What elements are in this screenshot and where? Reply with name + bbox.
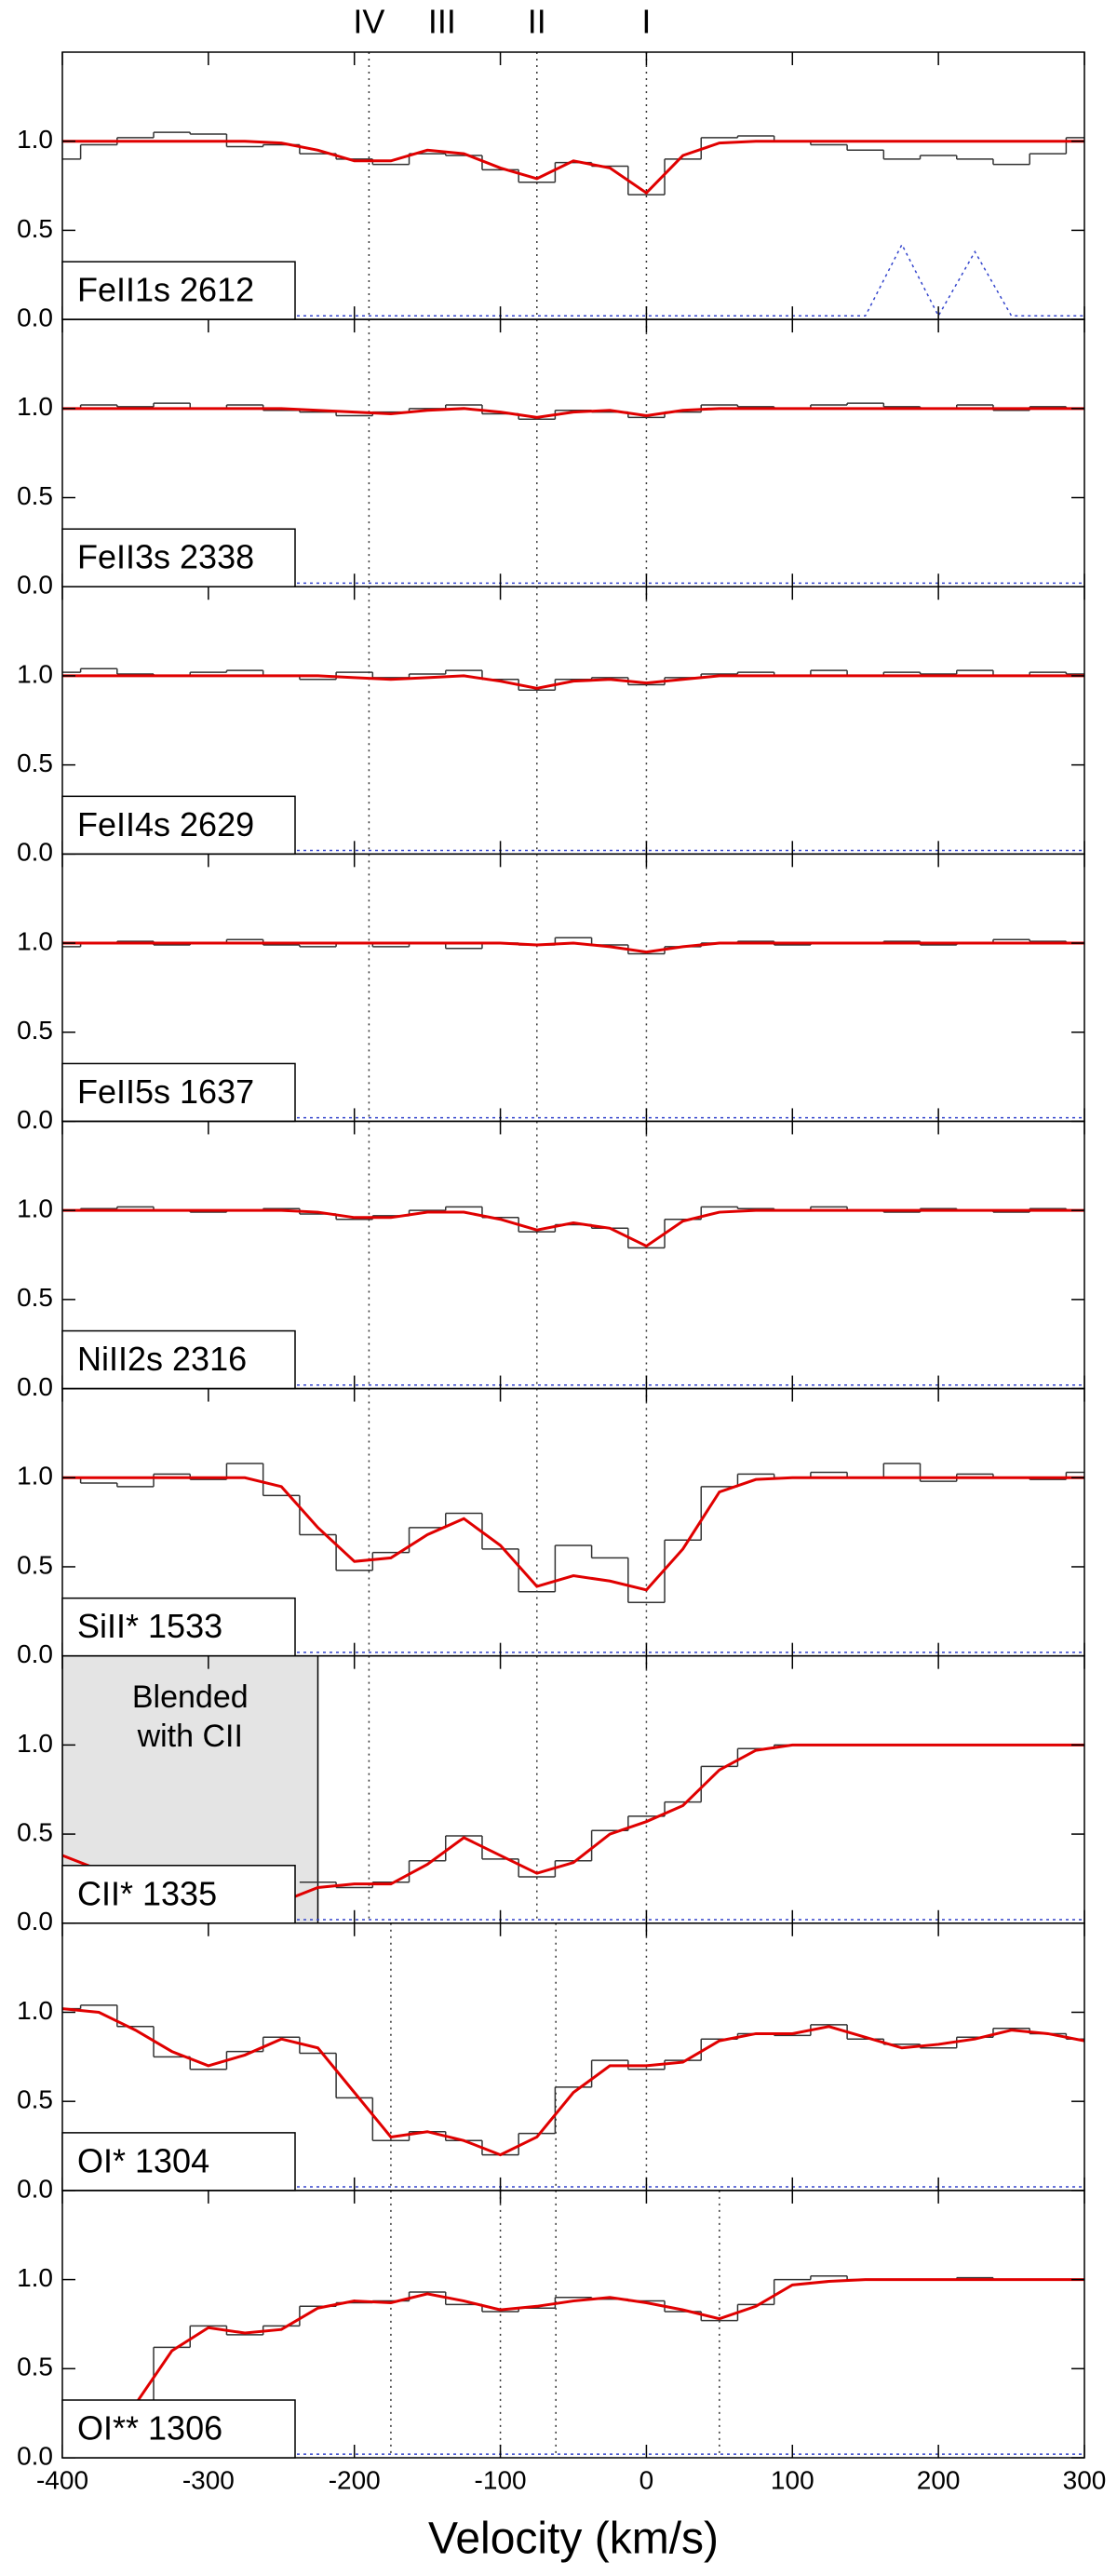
x-tick-label: 100 — [771, 2465, 814, 2494]
y-tick-label: 1.0 — [17, 2263, 53, 2292]
y-tick-label: 1.0 — [17, 392, 53, 421]
panel-label: OI** 1306 — [77, 2409, 222, 2448]
y-tick-label: 1.0 — [17, 1996, 53, 2025]
y-tick-label: 0.0 — [17, 838, 53, 867]
label-box — [61, 795, 296, 856]
x-tick-label: -100 — [475, 2465, 527, 2494]
component-label: III — [428, 3, 456, 41]
y-tick-label: 0.0 — [17, 1105, 53, 1134]
panel-label: SiII* 1533 — [77, 1607, 222, 1645]
y-tick-label: 0.0 — [17, 2174, 53, 2203]
y-tick-label: 0.5 — [17, 1283, 53, 1312]
blend-note: Blended with CII — [131, 1679, 249, 1754]
label-box — [61, 2132, 296, 2192]
y-tick-label: 0.5 — [17, 1550, 53, 1579]
y-tick-label: 0.0 — [17, 2441, 53, 2470]
x-tick-label: 200 — [917, 2465, 961, 2494]
panel-label: OI* 1304 — [77, 2141, 209, 2179]
panel-label: FeII4s 2629 — [77, 805, 254, 843]
y-tick-label: 0.5 — [17, 2353, 53, 2381]
x-tick-label: -300 — [182, 2465, 235, 2494]
x-tick-label: 300 — [1063, 2465, 1107, 2494]
plot-area — [62, 319, 1084, 587]
panel-label: NiII2s 2316 — [77, 1340, 247, 1378]
y-tick-label: 1.0 — [17, 1729, 53, 1758]
model-fit — [62, 1208, 1084, 1248]
model-fit — [62, 407, 1084, 419]
model-fit — [134, 2278, 1084, 2406]
x-axis-label: Velocity (km/s) — [428, 2515, 719, 2564]
model-fit — [62, 140, 1084, 196]
y-tick-label: 1.0 — [17, 125, 53, 154]
label-box — [61, 2399, 296, 2459]
x-tick-label: -400 — [36, 2465, 88, 2494]
x-tick-label: 0 — [639, 2465, 654, 2494]
y-tick-label: 1.0 — [17, 659, 53, 688]
y-tick-label: 0.5 — [17, 1817, 53, 1846]
panel-label: FeII5s 1637 — [77, 1072, 254, 1111]
model-fit — [62, 1476, 1084, 1592]
model-fit — [62, 941, 1084, 954]
panel-label: CII* 1335 — [77, 1874, 217, 1912]
component-label: IV — [353, 3, 384, 41]
model-fit — [62, 674, 1084, 690]
y-tick-label: 1.0 — [17, 1462, 53, 1490]
y-tick-label: 1.0 — [17, 926, 53, 955]
y-tick-label: 0.5 — [17, 749, 53, 777]
label-box — [61, 1865, 296, 1924]
y-tick-label: 0.0 — [17, 1639, 53, 1668]
component-label: I — [641, 3, 651, 41]
label-box — [61, 1329, 296, 1390]
y-tick-label: 0.0 — [17, 571, 53, 600]
panel-label: FeII1s 2612 — [77, 271, 254, 309]
component-label: II — [528, 3, 546, 41]
panel-label: FeII3s 2338 — [77, 538, 254, 576]
y-tick-label: 1.0 — [17, 1194, 53, 1223]
x-tick-label: -200 — [329, 2465, 381, 2494]
panel-frame — [61, 2190, 1085, 2459]
y-tick-label: 0.5 — [17, 2085, 53, 2114]
model-fit — [62, 2007, 1084, 2157]
label-box — [61, 528, 296, 587]
y-tick-label: 0.5 — [17, 481, 53, 510]
y-tick-label: 0.0 — [17, 1372, 53, 1401]
y-tick-label: 0.0 — [17, 1907, 53, 1935]
y-tick-label: 0.5 — [17, 1016, 53, 1045]
y-tick-label: 0.5 — [17, 214, 53, 243]
label-box — [61, 1597, 296, 1657]
label-box — [61, 261, 296, 320]
y-tick-label: 0.0 — [17, 303, 53, 332]
blend-note-box: Blended with CII — [131, 1679, 249, 1754]
